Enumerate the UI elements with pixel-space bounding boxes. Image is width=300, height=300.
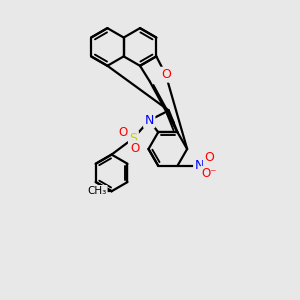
Text: +: +: [196, 161, 203, 170]
Text: N: N: [195, 159, 204, 172]
Text: O⁻: O⁻: [201, 167, 217, 180]
Text: N: N: [145, 114, 154, 127]
Text: O: O: [131, 142, 140, 154]
Text: O: O: [119, 126, 128, 139]
Text: O⁻: O⁻: [200, 167, 215, 180]
Text: O: O: [205, 151, 214, 164]
Text: S: S: [129, 132, 137, 145]
Text: CH₃: CH₃: [87, 186, 106, 196]
Text: O: O: [161, 68, 171, 81]
Text: O: O: [204, 151, 214, 164]
